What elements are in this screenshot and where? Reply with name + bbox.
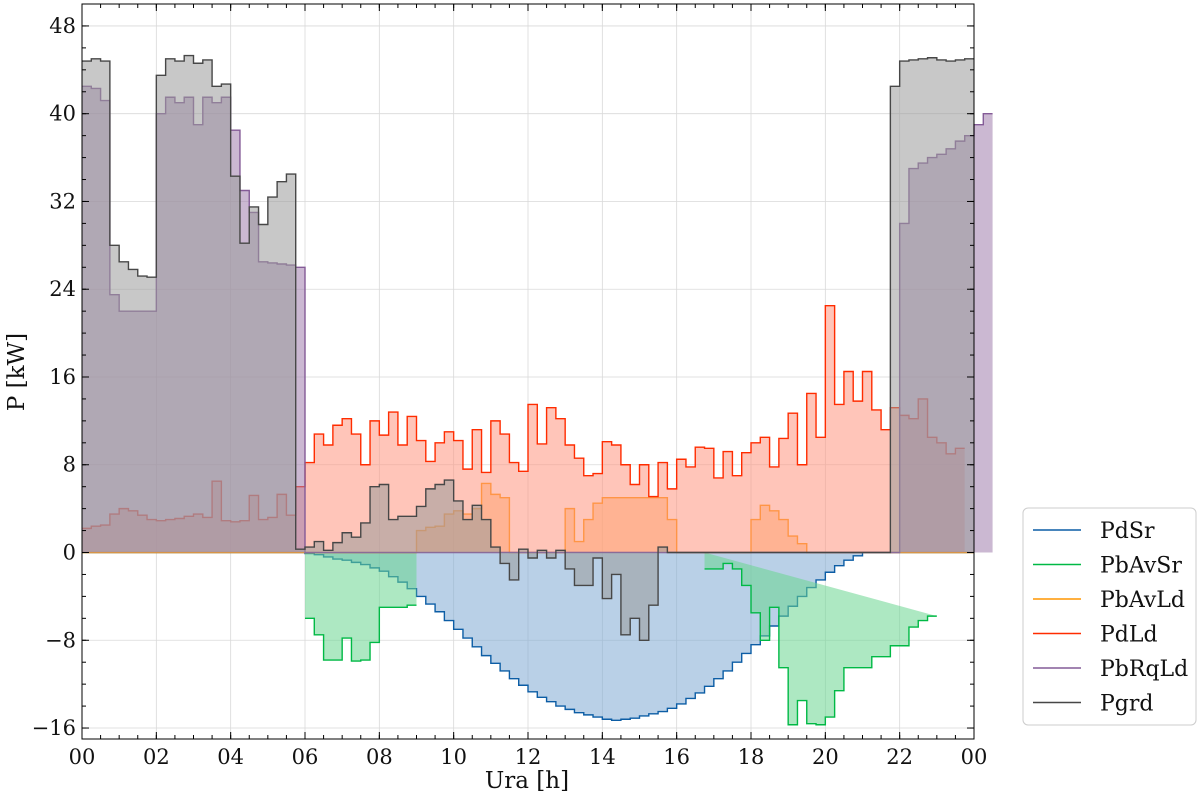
x-tick-label: 20: [812, 745, 839, 769]
legend-label-PdLd: PdLd: [1100, 623, 1158, 648]
y-tick-label: 0: [63, 541, 76, 565]
legend-box: [1022, 507, 1197, 726]
y-tick-label: 40: [49, 102, 76, 126]
legend-label-PbAvSr: PbAvSr: [1100, 554, 1182, 579]
x-tick-label: 22: [886, 745, 913, 769]
axes: 00 02 04 06 08 10 12 14 16 18 20 22 00 48 40 32 24 16 8 0 −8…: [32, 3, 988, 769]
y-tick-label: 24: [49, 277, 76, 301]
x-tick-label: 18: [738, 745, 765, 769]
series-area-PbAvSr: [305, 552, 417, 662]
y-tick-label: 8: [63, 453, 76, 477]
series-line-Pgrd: [82, 54, 974, 641]
x-tick-label: 02: [143, 745, 170, 769]
x-tick-label: 00: [961, 745, 988, 769]
x-tick-label: 14: [589, 745, 616, 769]
y-tick-label: −8: [45, 628, 76, 652]
x-tick-label: 10: [440, 745, 467, 769]
series-area-Pgrd: [82, 55, 974, 641]
y-tick-label: 48: [49, 14, 76, 38]
x-tick-label: 12: [515, 745, 542, 769]
y-axis-label: P [kW]: [4, 333, 30, 411]
y-tick-label: −16: [32, 716, 76, 740]
legend-label-Pgrd: Pgrd: [1100, 692, 1154, 717]
x-tick-label: 04: [217, 745, 244, 769]
legend-label-PbAvLd: PbAvLd: [1100, 588, 1185, 613]
series-area-PbAvSr: [704, 552, 937, 725]
x-tick-label: 08: [366, 745, 393, 769]
x-axis-label: Ura [h]: [485, 768, 569, 794]
legend: PdSr PbAvSr PbAvLd PdLd PbRqLd Pgrd: [1022, 507, 1197, 726]
x-tick-label: 16: [663, 745, 690, 769]
legend-label-PdSr: PdSr: [1100, 519, 1155, 544]
y-tick-label: 32: [49, 189, 76, 213]
x-tick-label: 06: [292, 745, 319, 769]
series-layer: [82, 54, 993, 726]
series-line-PbAvSr: [704, 562, 937, 726]
series-line-PbAvSr: [305, 604, 417, 662]
legend-label-PbRqLd: PbRqLd: [1100, 657, 1188, 682]
y-tick-label: 16: [49, 365, 76, 389]
x-tick-label: 00: [69, 745, 96, 769]
